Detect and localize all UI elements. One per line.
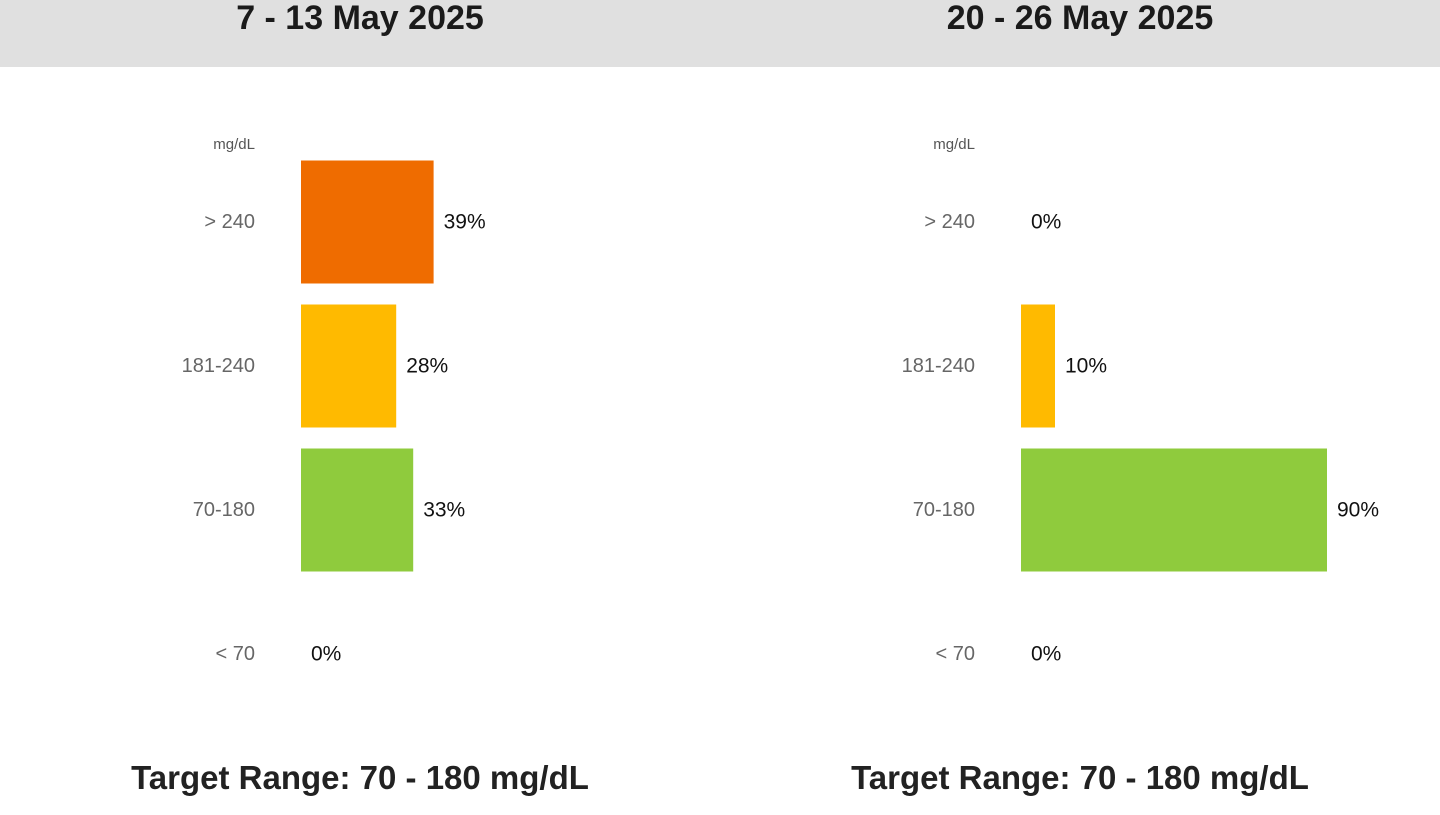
value-label: 0% [311,643,341,666]
unit-label: mg/dL [213,136,255,153]
value-label: 10% [1065,355,1107,378]
bar-chart: mg/dL > 240 0% 181-240 10% 70-180 90% < 70 0% [902,136,1379,666]
bar-chart: mg/dL > 240 39% 181-240 28% 70-180 33% < 70 0% [182,136,486,666]
bar [301,448,414,572]
value-label: 33% [423,499,465,522]
category-label: 70-180 [193,499,255,521]
bar [301,304,397,428]
bar [301,160,434,284]
bar [1021,304,1055,428]
target-range-label: Target Range: 70 - 180 mg/dL [131,759,589,796]
category-label: < 70 [216,643,255,665]
category-label: > 240 [924,211,975,233]
chart-panel-2: 20 - 26 May 2025 mg/dL > 240 0% 181-240 10% 7… [720,0,1440,815]
value-label: 39% [444,211,486,234]
header-band [0,0,1440,67]
category-label: 181-240 [182,355,255,377]
value-label: 28% [406,355,448,378]
category-label: > 240 [204,211,255,233]
value-label: 90% [1337,499,1379,522]
value-label: 0% [1031,643,1061,666]
target-range-label: Target Range: 70 - 180 mg/dL [851,759,1309,796]
category-label: 181-240 [902,355,975,377]
value-label: 0% [1031,211,1061,234]
bar [1021,448,1327,572]
chart-panel-1: 7 - 13 May 2025 mg/dL > 240 39% 181-240 28% 7… [131,0,589,796]
unit-label: mg/dL [933,136,975,153]
chart-title: 7 - 13 May 2025 [236,0,484,37]
category-label: < 70 [936,643,975,665]
category-label: 70-180 [913,499,975,521]
chart-title: 20 - 26 May 2025 [946,0,1214,37]
